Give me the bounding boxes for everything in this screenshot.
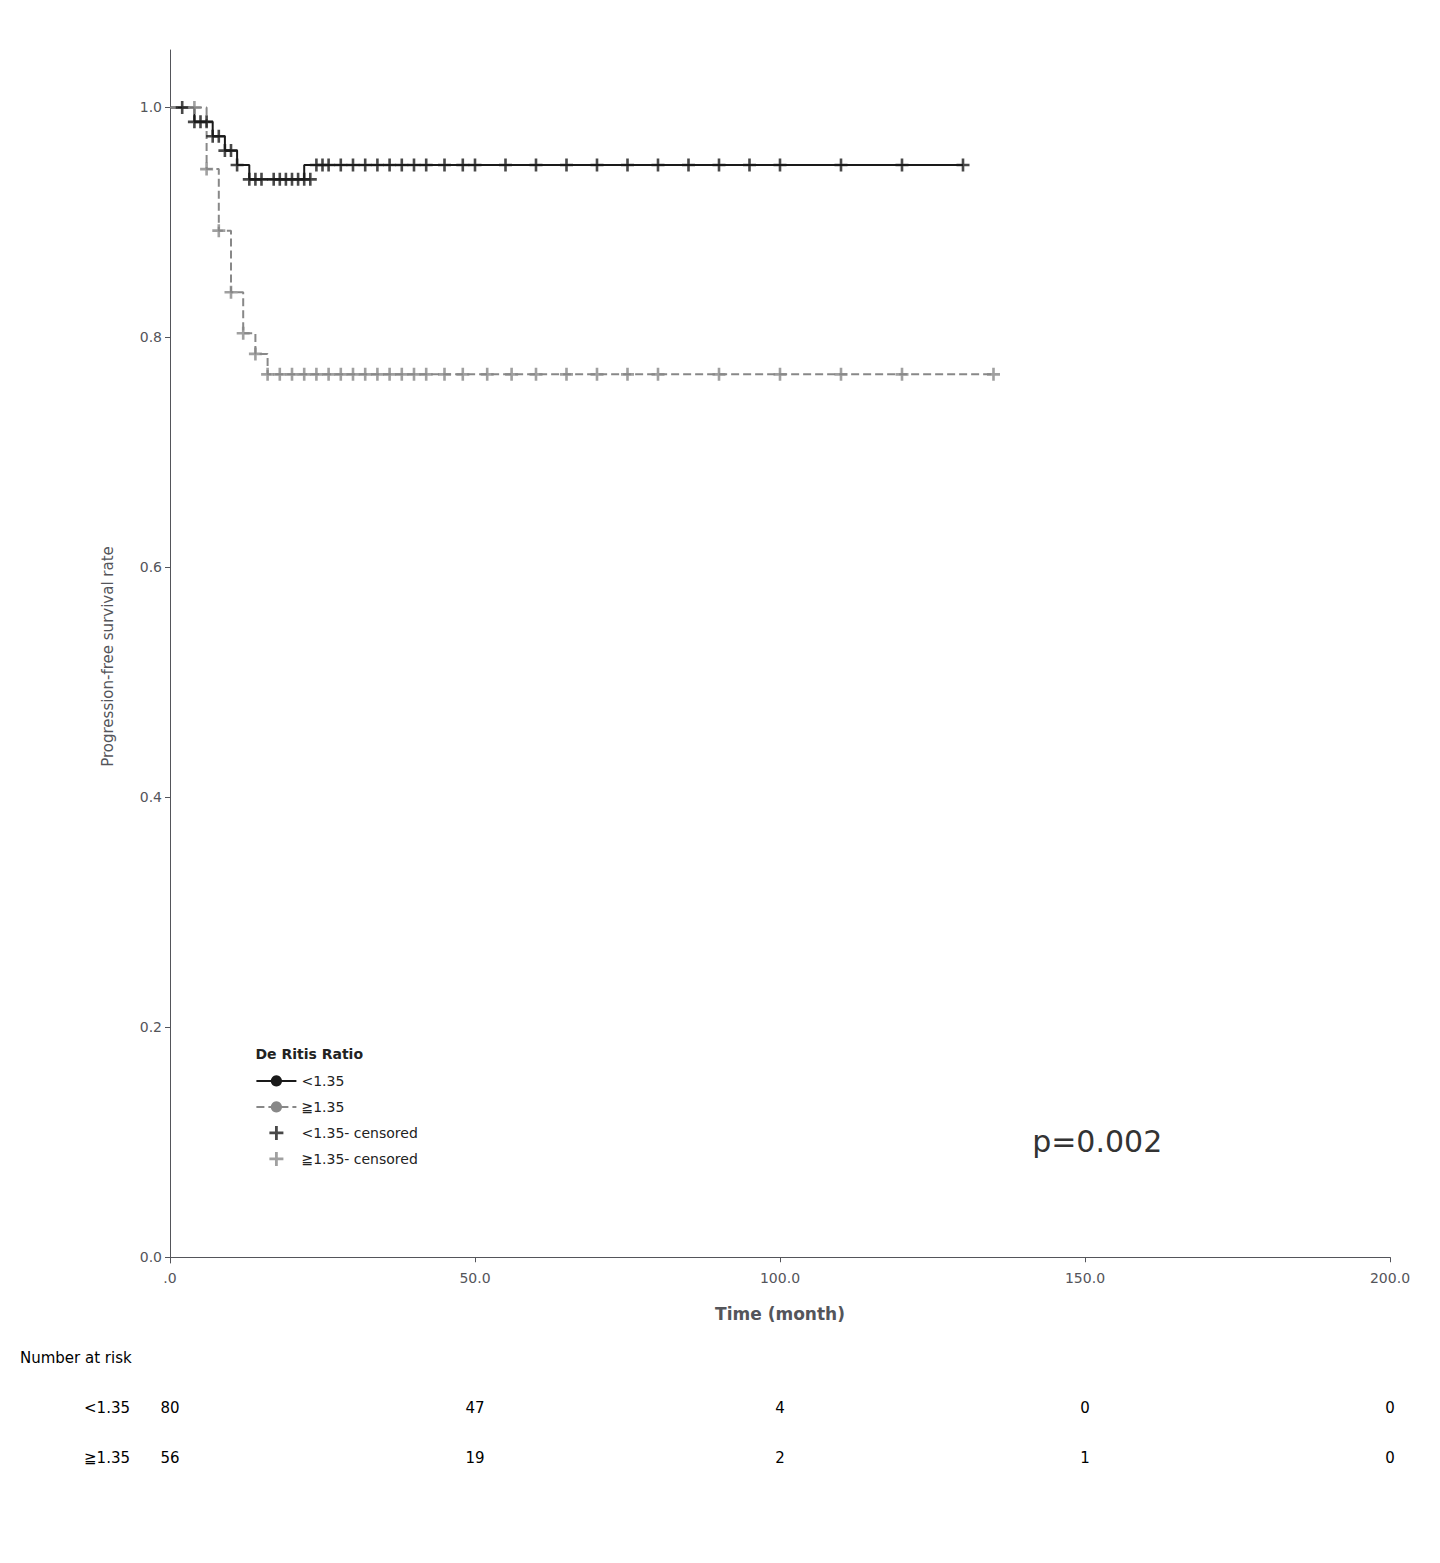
svg-text:4: 4 — [775, 1399, 785, 1417]
svg-text:150.0: 150.0 — [1065, 1270, 1105, 1286]
svg-text:≧1.35: ≧1.35 — [301, 1099, 344, 1115]
svg-text:.0: .0 — [163, 1270, 176, 1286]
svg-text:p=0.002: p=0.002 — [1032, 1124, 1162, 1159]
svg-text:0: 0 — [1385, 1449, 1395, 1467]
svg-text:50.0: 50.0 — [459, 1270, 490, 1286]
svg-text:1.0: 1.0 — [140, 99, 162, 115]
svg-text:80: 80 — [160, 1399, 179, 1417]
svg-text:200.0: 200.0 — [1370, 1270, 1410, 1286]
svg-text:<1.35- censored: <1.35- censored — [301, 1125, 417, 1141]
svg-text:56: 56 — [160, 1449, 179, 1467]
svg-text:≧1.35: ≧1.35 — [84, 1449, 130, 1467]
svg-text:<1.35: <1.35 — [301, 1073, 344, 1089]
svg-text:1: 1 — [1080, 1449, 1090, 1467]
svg-text:0.6: 0.6 — [140, 559, 162, 575]
svg-text:De Ritis Ratio: De Ritis Ratio — [255, 1046, 363, 1062]
svg-text:100.0: 100.0 — [760, 1270, 800, 1286]
svg-text:0.8: 0.8 — [140, 329, 162, 345]
svg-text:0.2: 0.2 — [140, 1019, 162, 1035]
svg-text:Number at risk: Number at risk — [20, 1349, 132, 1367]
svg-text:≧1.35- censored: ≧1.35- censored — [301, 1151, 417, 1167]
svg-text:Progression-free survival rate: Progression-free survival rate — [99, 546, 117, 767]
svg-text:19: 19 — [465, 1449, 484, 1467]
svg-text:47: 47 — [465, 1399, 484, 1417]
svg-text:Time (month): Time (month) — [715, 1304, 845, 1324]
svg-text:0.0: 0.0 — [140, 1249, 162, 1265]
svg-text:0: 0 — [1080, 1399, 1090, 1417]
svg-text:2: 2 — [775, 1449, 785, 1467]
svg-text:0: 0 — [1385, 1399, 1395, 1417]
svg-text:<1.35: <1.35 — [84, 1399, 130, 1417]
svg-text:0.4: 0.4 — [140, 789, 162, 805]
